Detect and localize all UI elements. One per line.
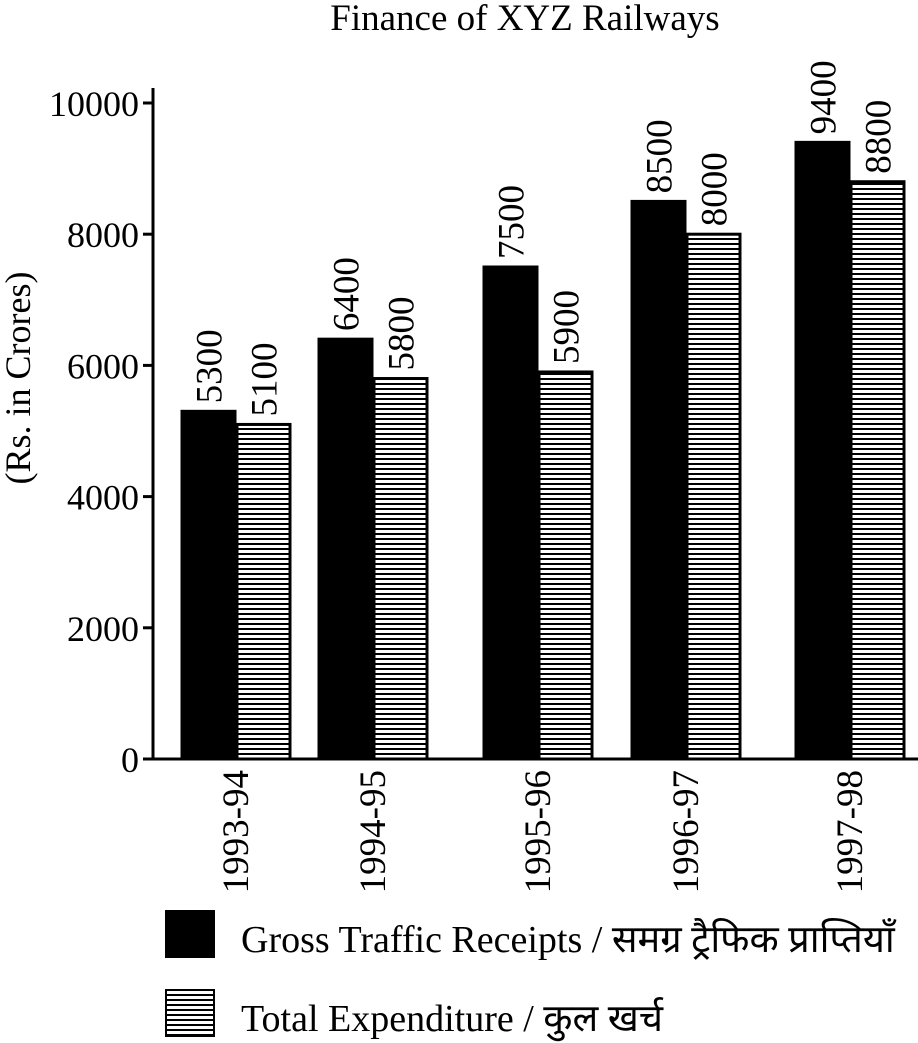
data-label: 9400 [804, 60, 845, 134]
x-axis-ticks: 1993-94 1994-95 1995-96 1996-97 1997-98 [216, 770, 871, 893]
data-label: 7500 [492, 185, 533, 259]
chart-title: Finance of XYZ Railways [330, 0, 719, 39]
legend-swatch-hatched [165, 989, 215, 1037]
y-tick-label: 0 [121, 740, 139, 780]
data-label: 8500 [640, 119, 681, 193]
bar-gross-traffic-receipts [180, 409, 237, 761]
bar-total-expenditure [849, 180, 906, 761]
x-tick-label: 1995-96 [518, 770, 559, 893]
bars-group: 5300 5100 6400 5800 7500 5900 8500 8000 9400 8800 [180, 60, 906, 761]
data-label: 5800 [382, 297, 423, 371]
legend-item-gross-traffic-receipts: Gross Traffic Receipts / समग्र ट्रैफिक प… [165, 906, 915, 964]
x-tick-label: 1994-95 [353, 770, 394, 893]
legend-label: Total Expenditure / कुल खर्च [241, 998, 663, 1040]
y-tick-label: 8000 [67, 215, 139, 255]
y-tick-label: 4000 [67, 478, 139, 518]
bar-total-expenditure [235, 422, 292, 761]
bar-total-expenditure [372, 377, 429, 761]
data-label: 8000 [695, 152, 736, 226]
y-axis-ticks: 0 2000 4000 6000 8000 10000 [49, 84, 153, 780]
legend-label: Gross Traffic Receipts / समग्र ट्रैफिक प… [241, 919, 895, 961]
bar-gross-traffic-receipts [630, 199, 687, 761]
y-tick-label: 6000 [67, 346, 139, 386]
x-tick-label: 1993-94 [216, 770, 257, 893]
y-tick-label: 10000 [49, 84, 139, 124]
data-label: 5100 [245, 342, 286, 416]
bar-gross-traffic-receipts [317, 337, 374, 761]
data-label: 6400 [327, 257, 368, 331]
bar-chart-plot: Finance of XYZ Railways (Rs. in Crores) … [0, 0, 918, 893]
data-label: 5300 [190, 329, 231, 403]
x-tick-label: 1996-97 [666, 770, 707, 893]
data-label: 5900 [547, 290, 588, 364]
bar-total-expenditure [537, 370, 594, 761]
x-tick-label: 1997-98 [830, 770, 871, 893]
bar-gross-traffic-receipts [794, 140, 851, 761]
bar-total-expenditure [685, 232, 742, 761]
bar-gross-traffic-receipts [482, 265, 539, 761]
data-label: 8800 [859, 100, 900, 174]
y-axis-label: (Rs. in Crores) [0, 272, 38, 485]
legend-swatch-solid [165, 910, 215, 958]
y-tick-label: 2000 [67, 609, 139, 649]
legend-item-total-expenditure: Total Expenditure / कुल खर्च [165, 985, 915, 1043]
